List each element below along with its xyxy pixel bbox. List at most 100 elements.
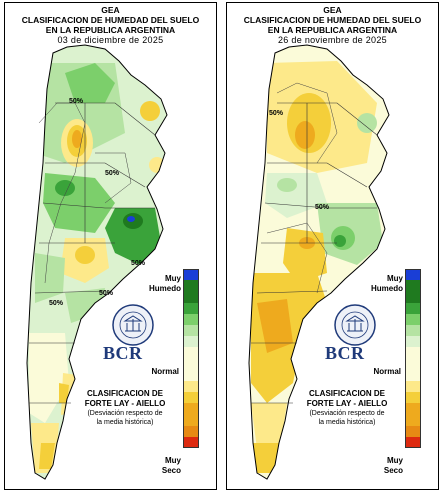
country-outline <box>248 44 390 480</box>
legend-swatch <box>405 369 421 381</box>
province-borders <box>251 102 378 404</box>
legend-label-normal: Normal <box>373 367 401 376</box>
method-line-3: (Desviación respecto de <box>309 410 385 417</box>
contour-label: 50% <box>105 170 120 177</box>
legend-swatch <box>405 291 421 303</box>
legend-swatch <box>183 436 199 448</box>
legend-swatch <box>183 414 199 426</box>
legend-swatch <box>405 324 421 337</box>
legend-swatch <box>405 425 421 437</box>
method-line-2: FORTE LAY - AIELLO <box>306 399 388 408</box>
map-panel-nov26: GEA CLASIFICACION DE HUMEDAD DEL SUELO E… <box>226 2 439 490</box>
map-panel-dec03: GEA CLASIFICACION DE HUMEDAD DEL SUELO E… <box>4 2 217 490</box>
map-title: GEA CLASIFICACION DE HUMEDAD DEL SUELO E… <box>227 5 438 45</box>
moisture-zone <box>127 216 135 222</box>
legend-swatch <box>183 280 199 292</box>
bolsa-seal-logo <box>112 304 154 346</box>
legend-label-wet: Muy Humedo <box>149 274 181 293</box>
map-title: GEA CLASIFICACION DE HUMEDAD DEL SUELO E… <box>5 5 216 45</box>
moisture-zone <box>334 235 346 247</box>
moisture-zone <box>75 246 95 264</box>
legend-swatch <box>183 269 199 281</box>
legend-swatch <box>183 358 199 370</box>
legend-swatch <box>405 380 421 393</box>
legend-label-normal: Normal <box>151 367 179 376</box>
legend-swatch <box>183 369 199 381</box>
contour-label: 50% <box>99 290 114 297</box>
legend-swatch <box>183 347 199 359</box>
moisture-zone <box>295 121 315 149</box>
legend-swatch <box>405 414 421 426</box>
contour-line <box>276 82 338 164</box>
title-line-2: EN LA REPUBLICA ARGENTINA <box>45 25 176 35</box>
argentina-map: 50% 50% <box>248 44 390 480</box>
moisture-zone <box>357 113 377 133</box>
legend-swatch <box>405 302 421 314</box>
method-line-2: FORTE LAY - AIELLO <box>84 399 166 408</box>
legend-swatch <box>405 347 421 359</box>
method-line-1: CLASIFICACION DE <box>309 389 385 398</box>
argentina-map: 50% 50% 50% 50% 50% <box>26 44 168 480</box>
bcr-brand: BCR <box>103 343 143 363</box>
moisture-zone <box>253 443 281 473</box>
contour-label: 50% <box>49 300 64 307</box>
legend-swatch <box>183 392 199 404</box>
contour-label: 50% <box>131 260 146 267</box>
map-date: 03 de diciembre de 2025 <box>57 35 164 45</box>
map-date: 26 de noviembre de 2025 <box>278 35 387 45</box>
method-line-3: (Desviación respecto de <box>87 410 163 417</box>
title-line-2: EN LA REPUBLICA ARGENTINA <box>267 25 398 35</box>
moisture-zone <box>35 253 65 303</box>
legend-swatch <box>405 358 421 370</box>
moisture-zone <box>55 180 75 196</box>
contour-line <box>266 222 328 294</box>
moisture-zone <box>283 228 327 283</box>
legend-swatch <box>183 336 199 348</box>
legend-swatch <box>405 280 421 292</box>
title-line-1: CLASIFICACION DE HUMEDAD DEL SUELO <box>243 15 422 25</box>
moisture-zone <box>72 130 82 148</box>
bolsa-seal-logo <box>334 304 376 346</box>
legend-swatch <box>183 313 199 325</box>
color-scale-legend <box>183 269 199 448</box>
bcr-brand: BCR <box>325 343 365 363</box>
legend-swatch <box>405 336 421 348</box>
contour-label: 50% <box>315 204 330 211</box>
moisture-zone <box>29 333 69 423</box>
org-label: GEA <box>323 5 342 15</box>
method-line-1: CLASIFICACION DE <box>87 389 163 398</box>
country-outline <box>26 44 168 480</box>
color-scale-legend <box>405 269 421 448</box>
contour-line <box>95 152 132 204</box>
legend-swatch <box>183 324 199 337</box>
moisture-zone <box>59 383 69 403</box>
legend-swatch <box>405 403 421 415</box>
legend-swatch <box>183 380 199 393</box>
legend-swatch <box>183 302 199 314</box>
legend-label-dry: Muy Seco <box>383 456 403 475</box>
moisture-zone <box>105 208 161 265</box>
moisture-zone <box>251 403 287 449</box>
method-line-4: la media histórica) <box>318 419 376 426</box>
moisture-zone <box>39 443 55 469</box>
method-note: CLASIFICACION DE FORTE LAY - AIELLO (Des… <box>65 389 185 427</box>
method-line-4: la media histórica) <box>96 419 154 426</box>
contour-label: 50% <box>69 98 84 105</box>
moisture-zone <box>140 101 160 121</box>
legend-swatch <box>405 269 421 281</box>
legend-swatch <box>405 392 421 404</box>
legend-swatch <box>405 313 421 325</box>
legend-swatch <box>183 425 199 437</box>
legend-label-wet: Muy Humedo <box>371 274 403 293</box>
title-line-1: CLASIFICACION DE HUMEDAD DEL SUELO <box>21 15 200 25</box>
contour-line <box>38 102 86 284</box>
moisture-zone <box>257 299 293 353</box>
legend-swatch <box>405 436 421 448</box>
legend-swatch <box>183 403 199 415</box>
moisture-zone <box>65 63 115 103</box>
moisture-zone <box>277 178 297 192</box>
legend-swatch <box>183 291 199 303</box>
method-note: CLASIFICACION DE FORTE LAY - AIELLO (Des… <box>287 389 407 427</box>
org-label: GEA <box>101 5 120 15</box>
